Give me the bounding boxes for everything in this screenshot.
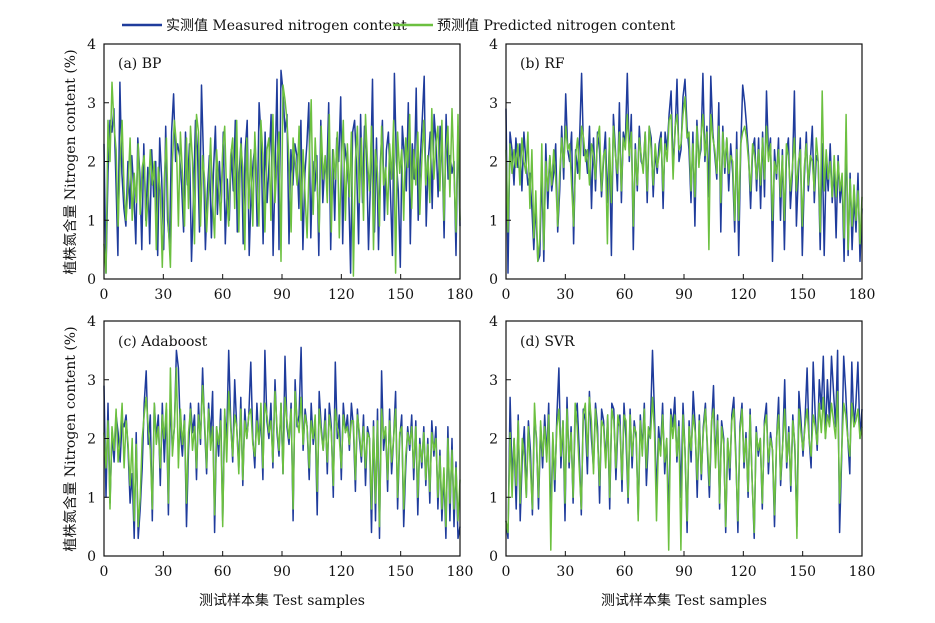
panel-rf: (b) RF 0 30 60 90 120 150 180 0 1 2 3 4	[489, 37, 875, 303]
x-tick-label: 60	[616, 287, 634, 303]
x-tick-label: 0	[502, 564, 511, 580]
y-tick-label: 2	[489, 432, 498, 448]
y-tick-label: 1	[489, 213, 498, 229]
y-tick-label: 0	[87, 549, 96, 565]
x-tick-label: 180	[849, 287, 876, 303]
legend-predicted-label: 预测值 Predicted nitrogen content	[437, 18, 676, 34]
y-axis-label: 植株氮含量 Nitrogen content (%)	[63, 49, 79, 274]
x-tick-label: 60	[214, 287, 232, 303]
x-tick-label: 30	[556, 564, 574, 580]
x-tick-label: 0	[100, 564, 109, 580]
y-tick-label: 2	[87, 155, 96, 171]
x-tick-label: 150	[387, 564, 414, 580]
y-tick-label: 3	[489, 96, 498, 112]
panel-adaboost: (c) Adaboost 植株氮含量 Nitrogen content (%) …	[63, 314, 473, 609]
y-tick-label: 2	[489, 155, 498, 171]
legend: 实测值 Measured nitrogen content 预测值 Predic…	[122, 18, 676, 34]
x-tick-label: 60	[214, 564, 232, 580]
x-tick-label: 150	[387, 287, 414, 303]
x-tick-label: 180	[447, 564, 474, 580]
y-tick-label: 3	[87, 373, 96, 389]
x-tick-label: 0	[502, 287, 511, 303]
panel-svr: (d) SVR 测试样本集 Test samples 0 30 60 90 120 150…	[489, 314, 875, 609]
predicted-series-line	[103, 367, 461, 528]
y-tick-label: 3	[489, 373, 498, 389]
x-tick-label: 180	[849, 564, 876, 580]
x-tick-label: 60	[616, 564, 634, 580]
panel-label: (a) BP	[118, 56, 161, 72]
x-tick-label: 120	[730, 287, 757, 303]
panel-label: (d) SVR	[520, 334, 575, 350]
y-tick-label: 1	[87, 490, 96, 506]
y-tick-label: 1	[489, 490, 498, 506]
x-tick-label: 150	[789, 287, 816, 303]
y-tick-label: 0	[489, 272, 498, 288]
y-tick-label: 4	[489, 37, 498, 53]
x-tick-label: 120	[328, 564, 355, 580]
predicted-series-line	[505, 90, 863, 263]
x-tick-label: 90	[273, 287, 291, 303]
predicted-series-line	[505, 390, 863, 551]
y-tick-label: 4	[489, 314, 498, 330]
predicted-series-line	[103, 81, 461, 277]
y-tick-label: 0	[87, 272, 96, 288]
measured-series-line	[505, 72, 863, 274]
x-tick-label: 30	[154, 564, 172, 580]
x-tick-label: 150	[789, 564, 816, 580]
y-tick-label: 3	[87, 96, 96, 112]
panel-bp: (a) BP 植株氮含量 Nitrogen content (%) 0 30 60 9…	[63, 37, 473, 303]
x-axis-label: 测试样本集 Test samples	[199, 592, 365, 609]
y-tick-label: 1	[87, 213, 96, 229]
panel-label: (b) RF	[520, 56, 565, 72]
x-tick-label: 30	[154, 287, 172, 303]
y-axis-label: 植株氮含量 Nitrogen content (%)	[63, 326, 79, 551]
x-axis-label: 测试样本集 Test samples	[601, 592, 767, 609]
x-tick-label: 0	[100, 287, 109, 303]
panel-label: (c) Adaboost	[118, 334, 208, 350]
x-tick-label: 90	[675, 287, 693, 303]
plot-frame	[505, 43, 863, 280]
x-tick-label: 120	[730, 564, 757, 580]
x-tick-label: 90	[273, 564, 291, 580]
x-tick-label: 180	[447, 287, 474, 303]
y-tick-label: 4	[87, 314, 96, 330]
y-tick-label: 0	[489, 549, 498, 565]
y-tick-label: 4	[87, 37, 96, 53]
x-tick-label: 30	[556, 287, 574, 303]
x-tick-label: 90	[675, 564, 693, 580]
y-tick-label: 2	[87, 432, 96, 448]
x-tick-label: 120	[328, 287, 355, 303]
legend-measured-label: 实测值 Measured nitrogen content	[166, 18, 407, 34]
